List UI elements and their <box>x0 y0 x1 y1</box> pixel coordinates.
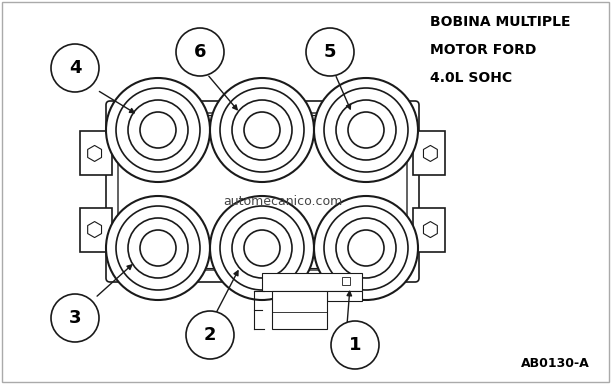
Circle shape <box>128 100 188 160</box>
FancyBboxPatch shape <box>413 208 445 252</box>
Text: 4.0L SOHC: 4.0L SOHC <box>430 71 512 85</box>
Circle shape <box>331 321 379 369</box>
Circle shape <box>210 78 314 182</box>
Text: 4: 4 <box>69 59 81 77</box>
Circle shape <box>336 100 396 160</box>
Text: 3: 3 <box>69 309 81 327</box>
Text: automecanico.com: automecanico.com <box>223 195 342 208</box>
FancyBboxPatch shape <box>80 131 112 175</box>
Circle shape <box>324 206 408 290</box>
Circle shape <box>348 230 384 266</box>
Circle shape <box>220 206 304 290</box>
Circle shape <box>140 112 176 148</box>
FancyBboxPatch shape <box>106 101 419 282</box>
Circle shape <box>314 78 418 182</box>
Circle shape <box>348 112 384 148</box>
Text: BOBINA MULTIPLE: BOBINA MULTIPLE <box>430 15 571 29</box>
Circle shape <box>51 294 99 342</box>
Text: 6: 6 <box>194 43 207 61</box>
Text: MOTOR FORD: MOTOR FORD <box>430 43 536 57</box>
Circle shape <box>244 230 280 266</box>
FancyBboxPatch shape <box>80 208 112 252</box>
Circle shape <box>210 196 314 300</box>
FancyBboxPatch shape <box>118 113 407 270</box>
Circle shape <box>314 196 418 300</box>
Text: 2: 2 <box>203 326 216 344</box>
Circle shape <box>186 311 234 359</box>
Circle shape <box>306 28 354 76</box>
Circle shape <box>176 28 224 76</box>
Circle shape <box>128 218 188 278</box>
Bar <box>342 277 350 285</box>
Circle shape <box>244 112 280 148</box>
Circle shape <box>116 206 200 290</box>
Bar <box>327 291 362 301</box>
Circle shape <box>336 218 396 278</box>
Bar <box>272 291 327 329</box>
Bar <box>262 273 362 291</box>
FancyBboxPatch shape <box>120 115 405 137</box>
Circle shape <box>232 100 292 160</box>
Text: 5: 5 <box>324 43 336 61</box>
Circle shape <box>106 78 210 182</box>
FancyBboxPatch shape <box>413 131 445 175</box>
Circle shape <box>51 44 99 92</box>
Text: AB0130-A: AB0130-A <box>521 357 590 370</box>
Circle shape <box>116 88 200 172</box>
Circle shape <box>324 88 408 172</box>
FancyBboxPatch shape <box>120 246 405 268</box>
Circle shape <box>140 230 176 266</box>
Circle shape <box>232 218 292 278</box>
Circle shape <box>220 88 304 172</box>
Circle shape <box>106 196 210 300</box>
Text: 1: 1 <box>349 336 361 354</box>
